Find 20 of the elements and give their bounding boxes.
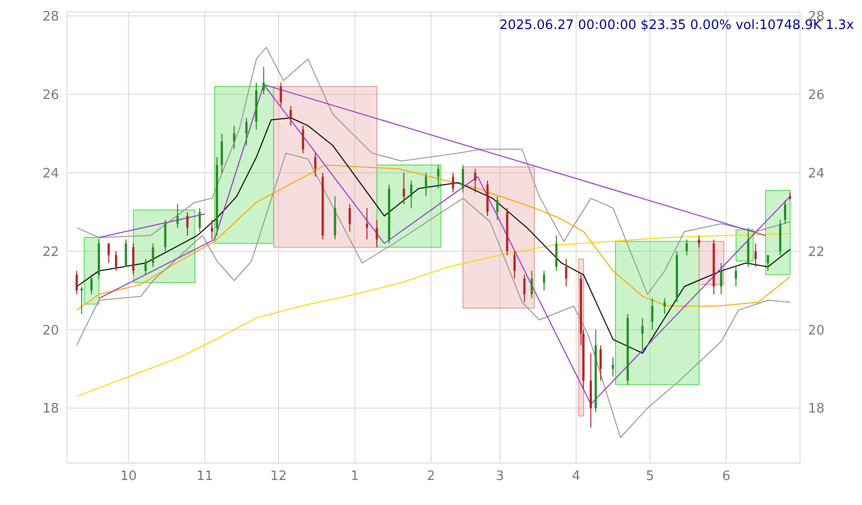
y-tick-label: 18	[42, 402, 59, 417]
y2-tick-label: 24	[808, 166, 825, 182]
x-tick-label: 6	[722, 469, 730, 484]
y2-tick-label: 26	[808, 88, 825, 103]
y2-tick-label: 18	[808, 402, 825, 417]
x-tick-label: 1	[350, 469, 359, 484]
y2-tick-label: 20	[808, 323, 825, 338]
y-tick-label: 26	[42, 88, 59, 103]
x-tick-label: 4	[572, 469, 580, 484]
y-tick-label: 20	[42, 323, 59, 338]
x-tick-label: 11	[196, 469, 214, 484]
x-tick-label: 5	[646, 469, 654, 484]
y-tick-label: 28	[42, 10, 59, 25]
y-tick-label: 22	[42, 244, 59, 260]
y-tick-label: 24	[42, 166, 59, 182]
x-tick-label: 3	[496, 469, 504, 484]
x-tick-label: 2	[426, 469, 436, 484]
x-tick-label: 10	[120, 469, 137, 484]
x-tick-label: 12	[270, 469, 287, 484]
y2-tick-label: 22	[808, 244, 825, 260]
